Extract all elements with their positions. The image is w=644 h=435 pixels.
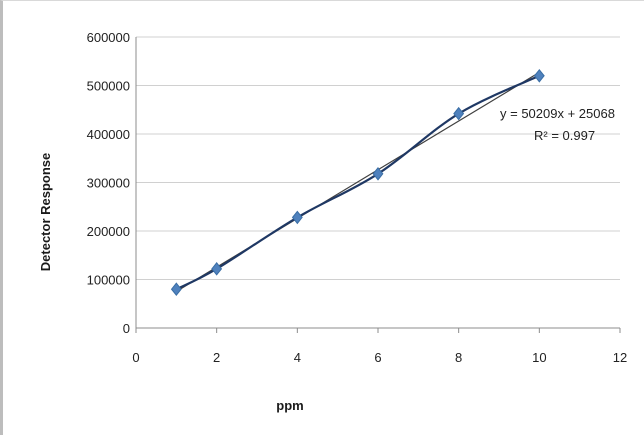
x-axis-title: ppm [276,398,303,413]
data-point [211,262,223,276]
y-tick-label: 0 [123,321,130,336]
x-tick-label: 4 [294,350,301,365]
data-point [533,68,545,83]
y-tick-labels: 0 100000 200000 300000 400000 500000 600000 [87,30,130,336]
y-tick-label: 100000 [87,273,130,288]
y-tick-label: 600000 [87,30,130,45]
y-tick-label: 500000 [87,79,130,94]
trendline-equation: y = 50209x + 25068 [500,106,615,121]
x-tick-label: 10 [532,350,546,365]
x-tick-label: 2 [213,350,220,365]
y-tick-label: 400000 [87,127,130,142]
trendline-layer [176,71,540,293]
x-tick-label: 6 [374,350,381,365]
x-tick-label: 8 [455,350,462,365]
x-tick-label: 0 [132,350,139,365]
data-point [291,210,303,225]
x-tick-label: 12 [613,350,627,365]
y-tick-label: 200000 [87,224,130,239]
axes [135,37,621,333]
y-tick-label: 300000 [87,176,130,191]
y-axis-title: Detector Response [38,153,53,271]
gridlines [136,36,620,280]
x-tick-labels: 0 2 4 6 8 10 12 [132,350,627,365]
markers-layer [170,68,545,297]
r-squared-label: R² = 0.997 [534,128,595,143]
data-point [372,166,384,181]
data-point [170,282,182,297]
data-point [453,106,465,121]
trendline [176,71,540,293]
